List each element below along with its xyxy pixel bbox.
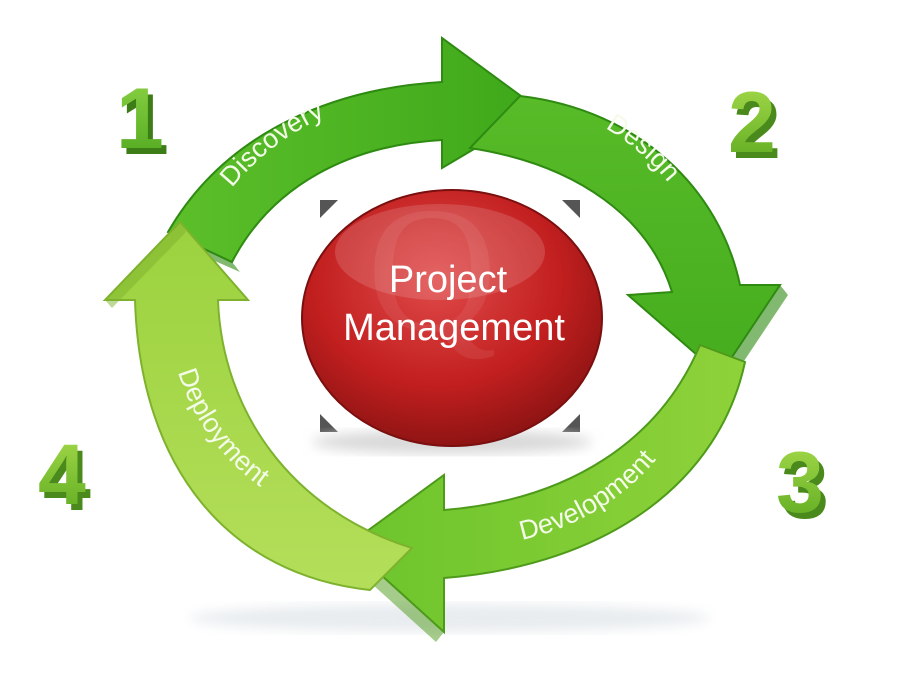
step-number-2: 2 2 xyxy=(728,75,781,177)
corner-marker-top-left xyxy=(320,200,338,218)
center-title-line2: Management xyxy=(343,307,565,349)
step-number-4: 4 4 xyxy=(38,427,91,529)
svg-text:3: 3 xyxy=(781,441,829,537)
svg-text:4: 4 xyxy=(38,427,86,523)
svg-text:2: 2 xyxy=(728,75,776,171)
center-hub: Q Project Management xyxy=(301,170,603,454)
corner-marker-bottom-right xyxy=(562,414,580,432)
svg-text:1: 1 xyxy=(121,77,169,173)
step-number-1: 1 1 xyxy=(116,71,169,173)
ground-shadow xyxy=(190,604,710,632)
svg-text:4: 4 xyxy=(43,433,91,529)
corner-marker-bottom-left xyxy=(320,414,338,432)
svg-text:2: 2 xyxy=(733,81,781,177)
step-number-3: 3 3 xyxy=(776,435,829,537)
center-title-line1: Project xyxy=(389,259,508,301)
corner-markers xyxy=(320,200,580,432)
svg-text:1: 1 xyxy=(116,71,164,167)
center-watermark: Q xyxy=(367,170,497,369)
corner-marker-top-right xyxy=(562,200,580,218)
center-ball xyxy=(301,189,603,447)
svg-text:3: 3 xyxy=(776,435,824,531)
